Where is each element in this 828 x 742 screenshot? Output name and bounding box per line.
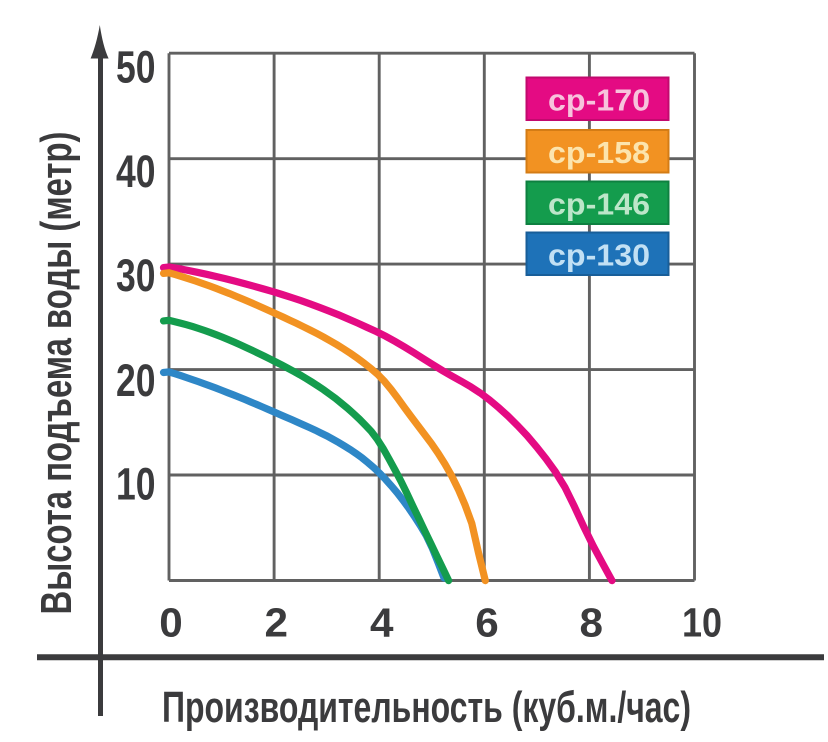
svg-text:ср-170: ср-170	[548, 84, 650, 118]
svg-text:20: 20	[116, 355, 156, 406]
svg-text:0: 0	[159, 600, 183, 646]
svg-text:ср-158: ср-158	[548, 136, 650, 170]
svg-text:Высота подъема воды (метр): Высота подъема воды (метр)	[32, 132, 81, 615]
svg-text:ср-130: ср-130	[548, 239, 650, 273]
svg-text:8: 8	[580, 600, 604, 646]
svg-text:ср-146: ср-146	[548, 188, 650, 222]
svg-text:Производительность (куб.м./час: Производительность (куб.м./час)	[162, 683, 691, 732]
svg-text:50: 50	[116, 42, 156, 93]
svg-text:10: 10	[682, 600, 722, 646]
svg-text:4: 4	[370, 600, 394, 646]
svg-text:10: 10	[116, 459, 156, 510]
svg-text:40: 40	[116, 146, 156, 197]
svg-text:6: 6	[475, 600, 499, 646]
svg-text:2: 2	[265, 600, 289, 646]
svg-text:30: 30	[116, 250, 156, 301]
